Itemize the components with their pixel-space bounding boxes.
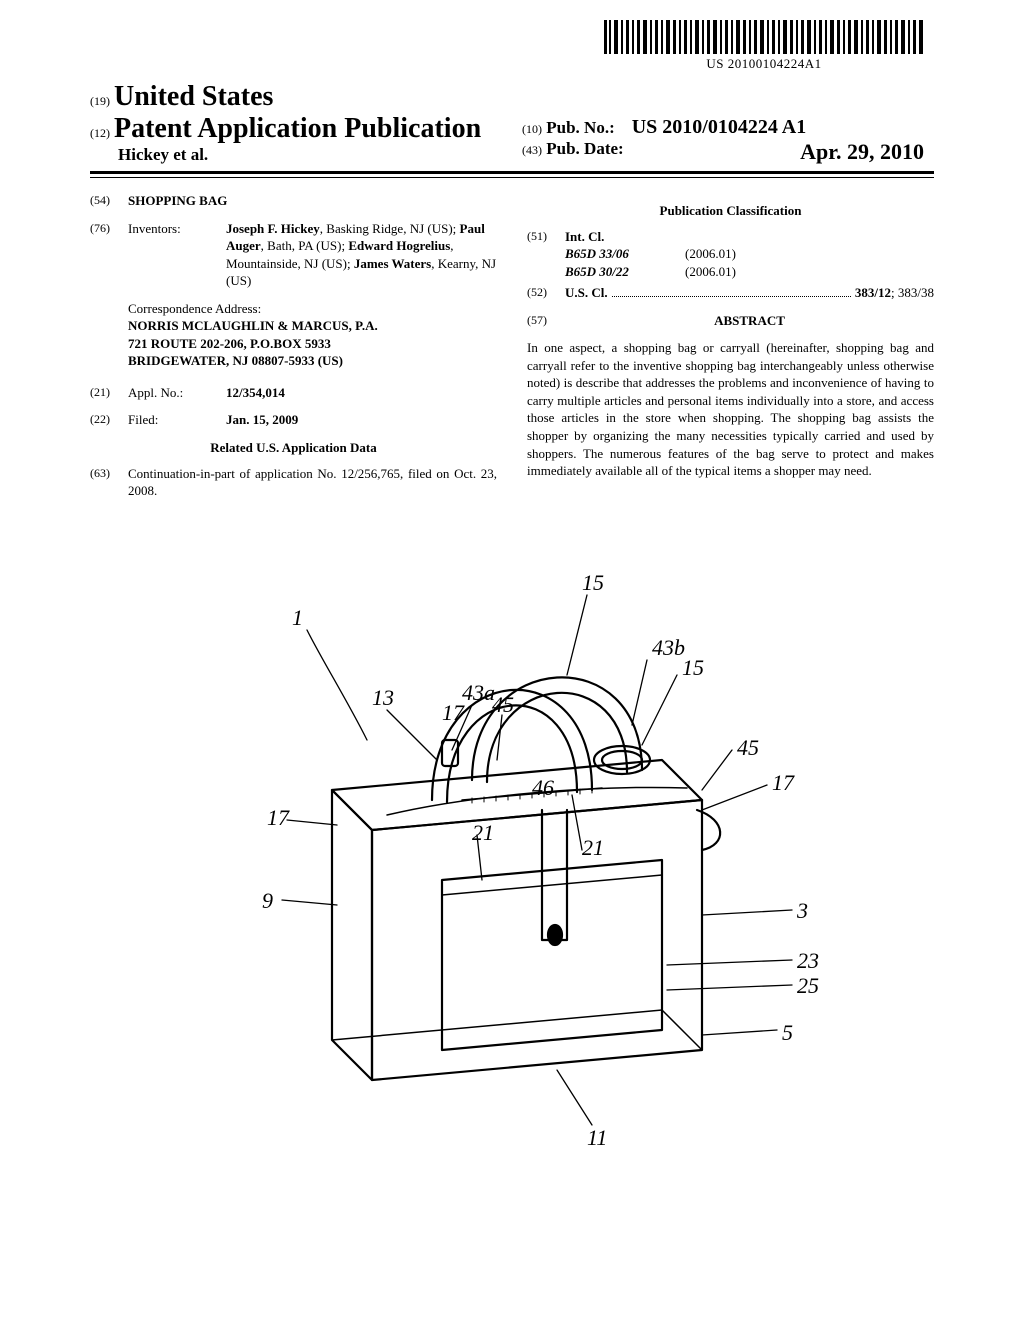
barcode-text: US 20100104224A1 — [604, 56, 924, 72]
code-51: (51) — [527, 228, 565, 281]
us-cl-label: U.S. Cl. — [565, 284, 608, 302]
fig-label: 17 — [772, 770, 795, 795]
left-column: (54) SHOPPING BAG (76) Inventors: Joseph… — [90, 192, 497, 510]
fig-label: 13 — [372, 685, 394, 710]
correspondence-label: Correspondence Address: — [128, 300, 497, 318]
fig-label: 45 — [492, 692, 514, 717]
fig-label: 43b — [652, 635, 685, 660]
fig-label: 25 — [797, 973, 819, 998]
code-63: (63) — [90, 465, 128, 500]
related-row: (63) Continuation-in-part of application… — [90, 465, 497, 500]
country-line: (19) United States — [90, 81, 502, 113]
correspondence-line-0: NORRIS MCLAUGHLIN & MARCUS, P.A. — [128, 317, 497, 335]
country: United States — [114, 81, 273, 112]
int-cl-block: Int. Cl. B65D 33/06 (2006.01) B65D 30/22… — [565, 228, 934, 281]
filed-value: Jan. 15, 2009 — [226, 411, 497, 429]
us-cl-row: (52) U.S. Cl. 383/12; 383/38 — [527, 284, 934, 302]
code-57: (57) — [527, 312, 565, 330]
related-text: Continuation-in-part of application No. … — [128, 465, 497, 500]
figure-drawing: 1 13 17 9 43a 17 45 21 15 43b 15 46 21 4… — [172, 540, 852, 1160]
int-cl-code-1: B65D 30/22 — [565, 263, 685, 281]
classification-header: Publication Classification — [527, 202, 934, 220]
abstract-header-row: (57) ABSTRACT — [527, 312, 934, 330]
int-cl-row: (51) Int. Cl. B65D 33/06 (2006.01) B65D … — [527, 228, 934, 281]
int-cl-code-0: B65D 33/06 — [565, 245, 685, 263]
barcode-region: US 20100104224A1 — [90, 20, 934, 73]
fig-label: 5 — [782, 1020, 793, 1045]
pub-date-value: Apr. 29, 2010 — [800, 139, 924, 165]
header-right: (10) Pub. No.: US 2010/0104224 A1 (43) P… — [502, 116, 934, 165]
fig-label: 46 — [532, 775, 554, 800]
correspondence-line-1: 721 ROUTE 202-206, P.O.BOX 5933 — [128, 335, 497, 353]
int-cl-row-1: B65D 30/22 (2006.01) — [565, 263, 934, 281]
pub-title-line: (12) Patent Application Publication — [90, 113, 502, 145]
abstract-header: ABSTRACT — [565, 312, 934, 330]
inventors-label: Inventors: — [128, 220, 226, 290]
fig-label: 15 — [582, 570, 604, 595]
title-value: SHOPPING BAG — [128, 192, 497, 210]
code-54: (54) — [90, 192, 128, 210]
appl-no-row: (21) Appl. No.: 12/354,014 — [90, 384, 497, 402]
fig-label: 21 — [582, 835, 604, 860]
code-12: (12) — [90, 126, 110, 140]
int-cl-table: B65D 33/06 (2006.01) B65D 30/22 (2006.01… — [565, 245, 934, 280]
inventors-value: Joseph F. Hickey, Basking Ridge, NJ (US)… — [226, 220, 497, 290]
appl-no-label: Appl. No.: — [128, 384, 226, 402]
pub-date-line: (43) Pub. Date: Apr. 29, 2010 — [522, 139, 934, 165]
abstract-text: In one aspect, a shopping bag or carryal… — [527, 339, 934, 479]
fig-label: 1 — [292, 605, 303, 630]
int-cl-label: Int. Cl. — [565, 228, 934, 246]
related-header: Related U.S. Application Data — [90, 439, 497, 457]
fig-label: 9 — [262, 888, 273, 913]
biblio-columns: (54) SHOPPING BAG (76) Inventors: Joseph… — [90, 192, 934, 510]
filed-row: (22) Filed: Jan. 15, 2009 — [90, 411, 497, 429]
fig-label: 3 — [796, 898, 808, 923]
barcode-svg — [604, 20, 924, 54]
header-left: (19) United States (12) Patent Applicati… — [90, 81, 502, 165]
author-line: Hickey et al. — [90, 145, 502, 165]
code-52: (52) — [527, 284, 565, 302]
figure-area: 1 13 17 9 43a 17 45 21 15 43b 15 46 21 4… — [90, 540, 934, 1165]
code-21: (21) — [90, 384, 128, 402]
header: (19) United States (12) Patent Applicati… — [90, 81, 934, 165]
header-rule — [90, 171, 934, 178]
pub-date-label: Pub. Date: — [546, 139, 623, 158]
appl-no-value: 12/354,014 — [226, 384, 497, 402]
fig-label: 23 — [797, 948, 819, 973]
code-22: (22) — [90, 411, 128, 429]
fig-label: 11 — [587, 1125, 607, 1150]
correspondence-block: Correspondence Address: NORRIS MCLAUGHLI… — [128, 300, 497, 370]
title-row: (54) SHOPPING BAG — [90, 192, 497, 210]
fig-label: 21 — [472, 820, 494, 845]
publication-title: Patent Application Publication — [114, 113, 481, 144]
code-10: (10) — [522, 122, 542, 136]
filed-label: Filed: — [128, 411, 226, 429]
us-cl-value: 383/12; 383/38 — [855, 284, 934, 302]
fig-label: 45 — [737, 735, 759, 760]
right-column: Publication Classification (51) Int. Cl.… — [527, 192, 934, 510]
inventors-row: (76) Inventors: Joseph F. Hickey, Baskin… — [90, 220, 497, 290]
us-cl-block: U.S. Cl. 383/12; 383/38 — [565, 284, 934, 302]
code-19: (19) — [90, 94, 110, 108]
fig-label: 43a — [462, 680, 495, 705]
fig-label: 17 — [267, 805, 290, 830]
int-cl-year-0: (2006.01) — [685, 245, 785, 263]
pub-no-value: US 2010/0104224 A1 — [632, 116, 806, 138]
int-cl-row-0: B65D 33/06 (2006.01) — [565, 245, 934, 263]
pub-no-label: Pub. No.: — [546, 118, 614, 137]
fig-label: 17 — [442, 700, 465, 725]
pub-no-line: (10) Pub. No.: US 2010/0104224 A1 — [522, 116, 934, 139]
fig-label: 15 — [682, 655, 704, 680]
code-76: (76) — [90, 220, 128, 290]
int-cl-year-1: (2006.01) — [685, 263, 785, 281]
us-cl-dots — [612, 295, 851, 297]
barcode: US 20100104224A1 — [604, 20, 924, 72]
code-43: (43) — [522, 143, 542, 157]
correspondence-line-2: BRIDGEWATER, NJ 08807-5933 (US) — [128, 352, 497, 370]
